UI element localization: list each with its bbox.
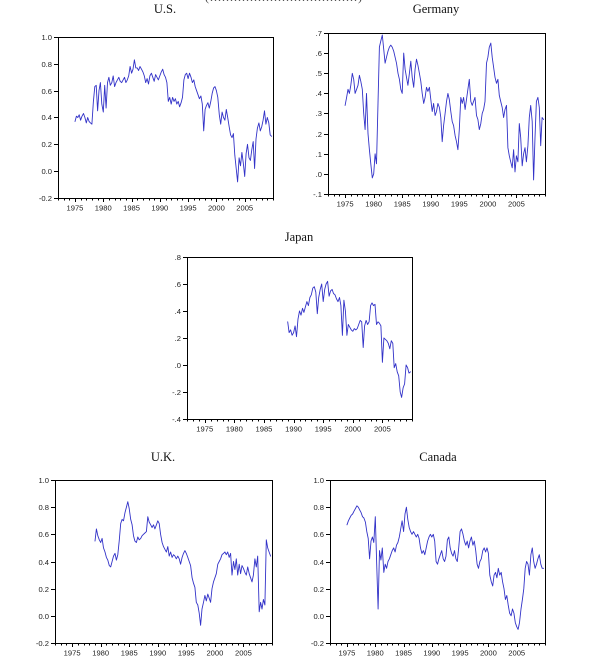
svg-text:0.0: 0.0	[41, 167, 52, 176]
svg-text:2005: 2005	[236, 204, 253, 213]
svg-text:2000: 2000	[208, 204, 225, 213]
svg-text:-.1: -.1	[313, 190, 322, 199]
svg-text:0.6: 0.6	[38, 530, 49, 539]
svg-text:1985: 1985	[256, 425, 273, 434]
svg-text:-0.2: -0.2	[311, 639, 324, 648]
svg-text:1985: 1985	[123, 204, 140, 213]
svg-text:2005: 2005	[508, 200, 525, 209]
svg-text:1980: 1980	[92, 649, 109, 658]
svg-text:.4: .4	[175, 307, 181, 316]
svg-text:1.0: 1.0	[41, 33, 52, 42]
svg-text:.0: .0	[316, 170, 322, 179]
svg-text:0.2: 0.2	[41, 140, 52, 149]
svg-text:.8: .8	[175, 253, 181, 262]
svg-text:0.6: 0.6	[313, 530, 324, 539]
svg-text:.2: .2	[175, 334, 181, 343]
svg-text:1990: 1990	[285, 425, 302, 434]
svg-text:1980: 1980	[226, 425, 243, 434]
svg-text:1975: 1975	[337, 200, 354, 209]
chart-title-us: U.S.	[153, 2, 177, 16]
svg-text:.2: .2	[316, 130, 322, 139]
svg-text:1995: 1995	[180, 204, 197, 213]
svg-text:1985: 1985	[121, 649, 138, 658]
svg-text:2000: 2000	[344, 425, 361, 434]
svg-text:.0: .0	[175, 361, 181, 370]
svg-text:0.8: 0.8	[41, 60, 52, 69]
svg-text:-.2: -.2	[172, 388, 181, 397]
svg-text:2000: 2000	[480, 649, 497, 658]
svg-text:1975: 1975	[67, 204, 84, 213]
svg-text:1980: 1980	[95, 204, 112, 213]
cropped-top-caption-text: (.....................................)	[205, 0, 395, 4]
svg-text:1990: 1990	[149, 649, 166, 658]
svg-text:-0.2: -0.2	[39, 194, 52, 203]
svg-text:1980: 1980	[367, 649, 384, 658]
svg-text:2005: 2005	[508, 649, 525, 658]
svg-text:0.4: 0.4	[313, 558, 324, 567]
svg-text:1985: 1985	[395, 649, 412, 658]
svg-text:1980: 1980	[365, 200, 382, 209]
svg-text:1.0: 1.0	[38, 476, 49, 485]
svg-text:.1: .1	[316, 150, 322, 159]
svg-text:0.2: 0.2	[313, 585, 324, 594]
svg-text:1995: 1995	[178, 649, 195, 658]
svg-text:0.0: 0.0	[313, 612, 324, 621]
svg-text:1975: 1975	[196, 425, 213, 434]
svg-text:.7: .7	[316, 29, 322, 38]
svg-text:1995: 1995	[315, 425, 332, 434]
svg-text:0.4: 0.4	[41, 113, 52, 122]
svg-text:1975: 1975	[64, 649, 81, 658]
chart-title-uk: U.K.	[150, 450, 176, 464]
svg-text:2000: 2000	[206, 649, 223, 658]
chart-title-japan: Japan	[284, 230, 314, 244]
svg-text:0.8: 0.8	[313, 503, 324, 512]
svg-text:-.4: -.4	[172, 415, 181, 424]
svg-text:1990: 1990	[422, 200, 439, 209]
svg-text:0.6: 0.6	[41, 87, 52, 96]
svg-text:0.8: 0.8	[38, 503, 49, 512]
svg-text:2005: 2005	[374, 425, 391, 434]
svg-text:-0.2: -0.2	[36, 639, 49, 648]
svg-text:1985: 1985	[394, 200, 411, 209]
svg-text:0.4: 0.4	[38, 558, 49, 567]
chart-title-canada: Canada	[419, 450, 457, 464]
svg-text:0.0: 0.0	[38, 612, 49, 621]
chart-title-germany: Germany	[412, 2, 460, 16]
svg-text:1.0: 1.0	[313, 476, 324, 485]
svg-text:1995: 1995	[452, 649, 469, 658]
svg-text:1975: 1975	[339, 649, 356, 658]
svg-text:.6: .6	[316, 49, 322, 58]
svg-text:1995: 1995	[451, 200, 468, 209]
svg-text:2000: 2000	[479, 200, 496, 209]
svg-text:.3: .3	[316, 109, 322, 118]
cropped-top-caption: (.....................................)	[205, 0, 395, 4]
svg-text:.5: .5	[316, 69, 322, 78]
svg-text:.4: .4	[316, 89, 322, 98]
svg-text:0.2: 0.2	[38, 585, 49, 594]
svg-text:2005: 2005	[235, 649, 252, 658]
svg-text:1990: 1990	[151, 204, 168, 213]
svg-text:1990: 1990	[423, 649, 440, 658]
svg-text:.6: .6	[175, 280, 181, 289]
